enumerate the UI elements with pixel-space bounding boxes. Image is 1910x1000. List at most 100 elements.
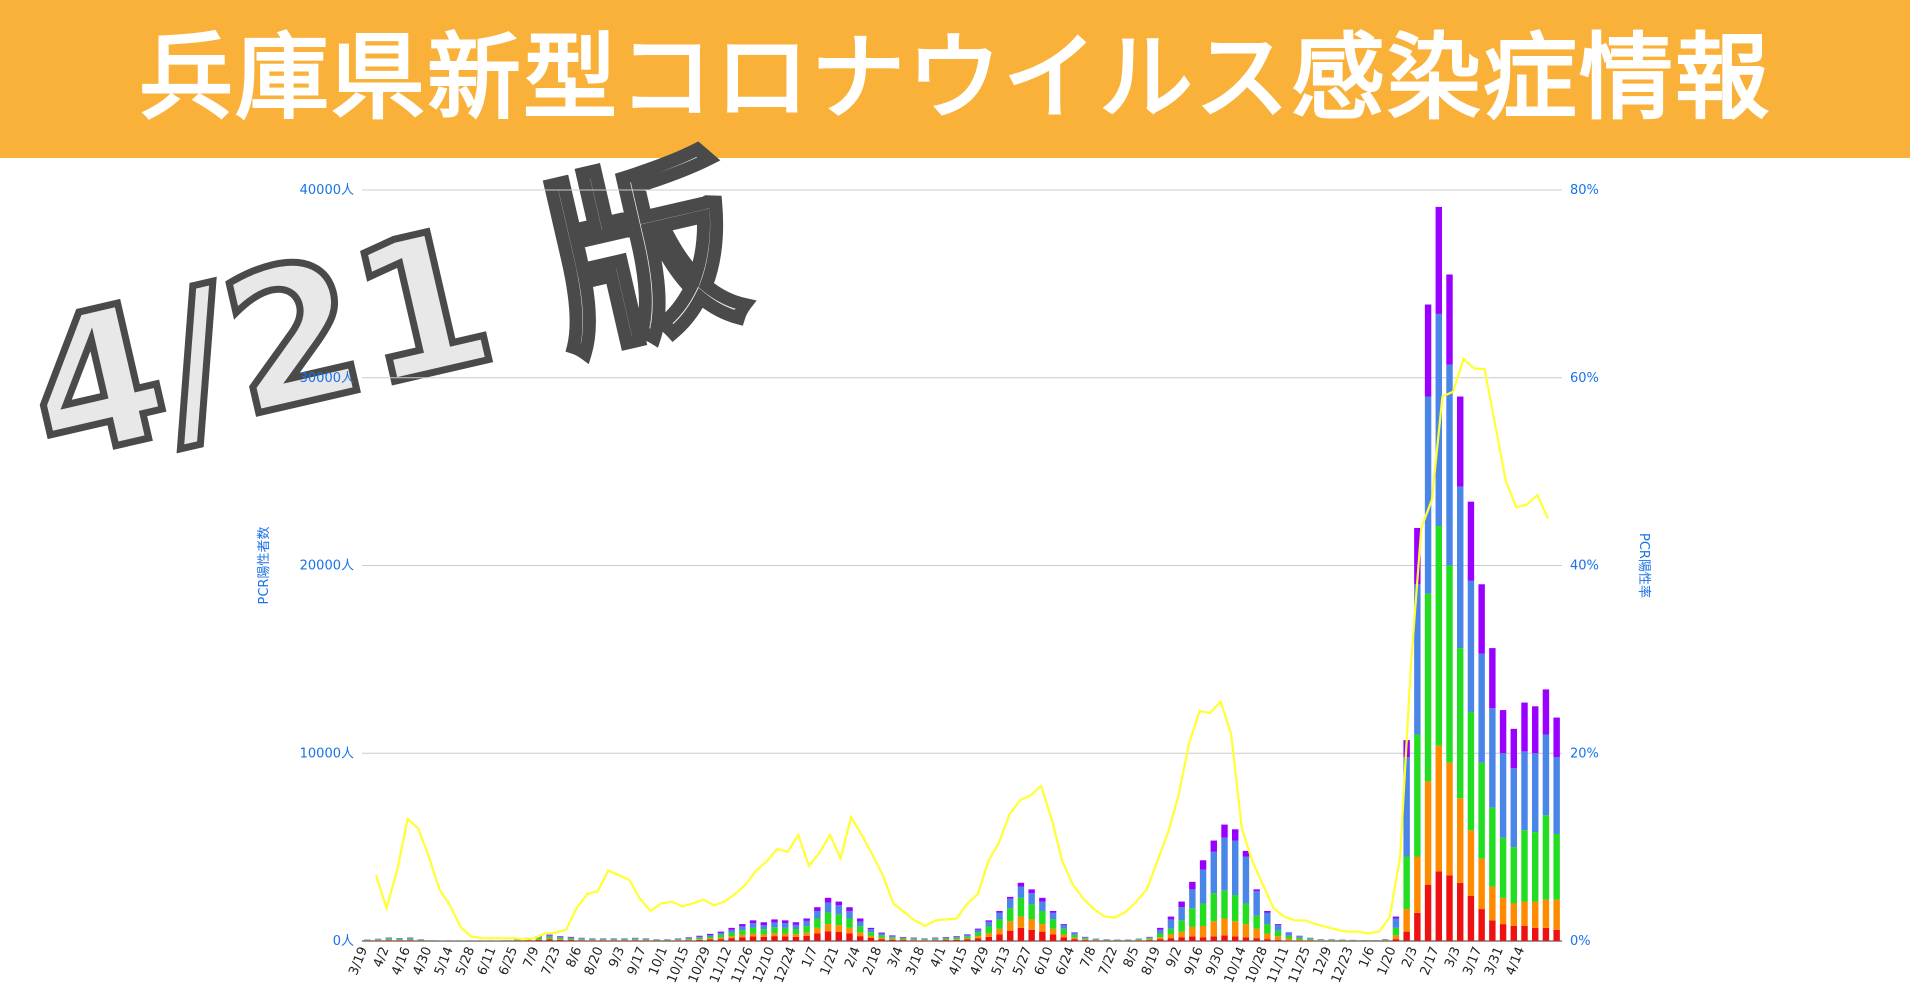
bar-segment-purple bbox=[824, 897, 832, 903]
bar-segment-blue bbox=[1221, 837, 1228, 891]
bar-segment-blue bbox=[1489, 708, 1496, 808]
bar-segment-red bbox=[535, 939, 542, 941]
bar-segment-purple bbox=[760, 922, 767, 926]
bar-segment-red bbox=[878, 939, 885, 941]
bar-segment-blue bbox=[1039, 901, 1046, 911]
bar-segment-red bbox=[1082, 940, 1089, 941]
x-tick-label: 4/2 bbox=[371, 945, 393, 970]
bar-segment-purple bbox=[782, 920, 789, 924]
bar-segment-red bbox=[1457, 882, 1464, 941]
bar-segment-orange bbox=[1521, 901, 1528, 926]
bar-segment-red bbox=[953, 939, 960, 941]
bar-segment-orange bbox=[1060, 934, 1067, 938]
bar-segment-purple bbox=[749, 920, 757, 924]
bar-segment-green bbox=[964, 936, 971, 939]
x-tick-label: 3/3 bbox=[1442, 945, 1464, 970]
bar-segment-green bbox=[1189, 908, 1196, 927]
bar-segment-red bbox=[674, 940, 682, 941]
bar-segment-red bbox=[910, 940, 917, 941]
bar-segment-blue bbox=[1274, 925, 1282, 931]
bar-segment-green bbox=[771, 927, 778, 934]
bar-segment-orange bbox=[728, 936, 735, 939]
bar-segment-red bbox=[578, 940, 585, 941]
bar-segment-orange bbox=[964, 938, 971, 940]
bar-segment-green bbox=[674, 939, 682, 941]
bar-segment-blue bbox=[921, 938, 928, 940]
bar-segment-orange bbox=[1210, 921, 1217, 937]
bar-segment-purple bbox=[1167, 916, 1175, 920]
bar-segment-blue bbox=[385, 938, 392, 939]
bar-segment-green bbox=[567, 938, 575, 940]
bar-segment-green bbox=[1210, 893, 1217, 922]
bar-segment-blue bbox=[567, 937, 575, 939]
bar-segment-green bbox=[889, 937, 896, 939]
bar-segment-orange bbox=[996, 928, 1003, 935]
bar-segment-purple bbox=[814, 907, 821, 911]
bar-segment-red bbox=[1242, 937, 1250, 941]
bar-segment-red bbox=[1210, 936, 1217, 941]
bar-segment-green bbox=[792, 928, 800, 935]
bar-segment-green bbox=[1146, 938, 1153, 940]
bar-segment-blue bbox=[1178, 907, 1185, 921]
bar-segment-blue bbox=[728, 929, 735, 933]
bar-segment-blue bbox=[1414, 584, 1421, 735]
bar-segment-blue bbox=[642, 938, 650, 940]
bar-segment-orange bbox=[974, 936, 982, 939]
bar-segment-green bbox=[921, 939, 928, 941]
bar-segment-orange bbox=[1007, 921, 1014, 931]
bar-segment-blue bbox=[1467, 580, 1475, 712]
bar-segment-red bbox=[1521, 925, 1528, 941]
y2-tick-label: 80% bbox=[1570, 183, 1599, 198]
bar-segment-red bbox=[1039, 931, 1046, 941]
bar-segment-orange bbox=[1242, 924, 1250, 938]
bar-segment-orange bbox=[1553, 899, 1560, 930]
y2-axis-title: PCR陽性率 bbox=[1636, 533, 1652, 598]
bar-segment-orange bbox=[1307, 939, 1314, 941]
bar-segment-red bbox=[407, 940, 414, 941]
bar-segment-orange bbox=[803, 932, 810, 936]
bar-segment-blue bbox=[889, 935, 896, 938]
x-tick-label: 7/23 bbox=[539, 945, 564, 978]
bar-segment-red bbox=[589, 940, 596, 941]
bar-segment-red bbox=[599, 940, 607, 941]
bar-segment-blue bbox=[1553, 757, 1560, 834]
bar-segment-orange bbox=[953, 939, 960, 940]
bar-segment-blue bbox=[964, 934, 971, 937]
bar-segment-green bbox=[728, 932, 735, 937]
bar-segment-orange bbox=[932, 939, 939, 941]
x-tick-label: 2/3 bbox=[1399, 945, 1421, 970]
bar-segment-blue bbox=[1189, 889, 1196, 909]
bar-segment-red bbox=[1232, 936, 1239, 941]
x-tick-label: 7/9 bbox=[521, 945, 543, 970]
bar-segment-orange bbox=[717, 937, 725, 940]
bar-segment-green bbox=[1017, 897, 1025, 917]
bar-segment-green bbox=[1317, 939, 1325, 941]
bar-segment-green bbox=[1007, 908, 1014, 922]
bar-segment-blue bbox=[824, 902, 832, 913]
bar-segment-green bbox=[996, 919, 1003, 929]
bar-segment-blue bbox=[621, 938, 628, 940]
bar-segment-purple bbox=[557, 936, 564, 937]
bar-segment-green bbox=[696, 937, 703, 940]
bar-segment-blue bbox=[674, 938, 682, 940]
bar-segment-green bbox=[1542, 815, 1550, 900]
x-tick-label: 3/19 bbox=[346, 945, 371, 978]
y-axis-title: PCR陽性者数 bbox=[257, 527, 272, 605]
bar-segment-blue bbox=[1028, 893, 1035, 905]
bar-segment-blue bbox=[803, 920, 810, 927]
bar-segment-orange bbox=[557, 939, 564, 940]
bar-segment-orange bbox=[1221, 918, 1228, 936]
bar-segment-green bbox=[1467, 711, 1475, 831]
bar-segment-green bbox=[932, 938, 939, 940]
bar-segment-purple bbox=[1467, 501, 1475, 581]
bar-segment-blue bbox=[1499, 753, 1507, 838]
bar-segment-red bbox=[1264, 939, 1271, 941]
bar-segment-orange bbox=[1082, 939, 1089, 941]
bar-segment-orange bbox=[749, 933, 757, 937]
bar-segment-purple bbox=[964, 934, 971, 935]
bar-segment-blue bbox=[1157, 929, 1164, 934]
bar-segment-red bbox=[685, 940, 692, 941]
bar-segment-purple bbox=[1532, 706, 1539, 754]
bar-segment-orange bbox=[685, 939, 692, 941]
bar-segment-blue bbox=[1521, 751, 1528, 831]
